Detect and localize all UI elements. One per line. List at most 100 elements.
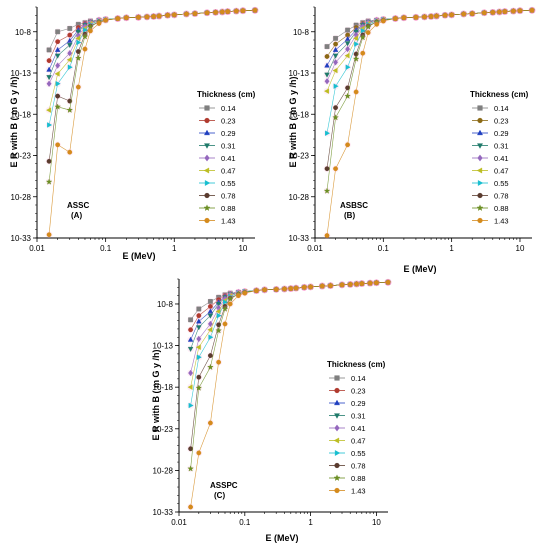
data-point bbox=[46, 80, 52, 87]
data-point bbox=[219, 9, 225, 15]
data-point bbox=[226, 295, 234, 302]
data-point bbox=[188, 369, 194, 377]
data-point bbox=[345, 64, 351, 70]
data-point bbox=[156, 13, 162, 19]
data-point bbox=[171, 12, 177, 18]
data-point bbox=[82, 46, 88, 52]
y-tick-label: 10-23 bbox=[153, 425, 174, 434]
y-axis-title: E R with B ( m G y /h) bbox=[9, 76, 19, 167]
data-point bbox=[323, 187, 331, 194]
data-point bbox=[123, 15, 129, 21]
data-point bbox=[461, 11, 467, 17]
data-point bbox=[293, 285, 299, 291]
data-point bbox=[344, 52, 350, 59]
x-tick-label: 1 bbox=[172, 244, 177, 253]
chart-panel: 0.01 0.1 1 10 10-33 10-28 10-23 10-18 10-13 10-8 E… bbox=[288, 6, 536, 274]
legend-marker bbox=[477, 117, 483, 124]
legend-label: 0.47 bbox=[494, 167, 509, 176]
legend-marker bbox=[477, 192, 483, 199]
y-tick-label: 10-18 bbox=[289, 110, 310, 119]
data-point bbox=[55, 39, 61, 45]
legend-marker bbox=[204, 180, 211, 186]
legend-marker bbox=[477, 129, 483, 136]
data-point bbox=[187, 346, 194, 352]
data-point bbox=[222, 321, 228, 327]
data-point bbox=[392, 16, 398, 21]
legend-label: 1.43 bbox=[221, 217, 236, 226]
panel-label-line: (C) bbox=[214, 491, 225, 500]
series-group bbox=[45, 6, 259, 239]
y-tick-label: 10-33 bbox=[153, 508, 174, 517]
legend-title: Thickness (cm) bbox=[197, 90, 256, 99]
panel-label-line: ASBSC bbox=[340, 201, 368, 210]
data-point bbox=[213, 9, 218, 15]
data-point bbox=[165, 12, 171, 18]
data-point bbox=[324, 44, 330, 49]
data-point bbox=[88, 28, 93, 34]
data-point bbox=[345, 85, 350, 91]
data-point bbox=[196, 335, 202, 343]
legend-label: 0.55 bbox=[494, 179, 509, 188]
panel-label-line: ASSC bbox=[67, 201, 89, 210]
legend-label: 0.88 bbox=[221, 204, 236, 213]
data-point bbox=[54, 53, 61, 59]
data-point bbox=[490, 9, 496, 15]
data-point bbox=[236, 293, 241, 299]
y-tick-label: 10-8 bbox=[157, 300, 174, 309]
data-point bbox=[83, 27, 89, 33]
data-point bbox=[188, 317, 193, 323]
data-point bbox=[207, 320, 213, 328]
data-point bbox=[332, 53, 339, 59]
data-point bbox=[242, 290, 248, 296]
panel-label-line: (A) bbox=[71, 211, 82, 220]
data-point bbox=[47, 122, 53, 128]
x-tick-label: 0.1 bbox=[100, 244, 112, 253]
data-point bbox=[207, 299, 213, 304]
data-point bbox=[195, 344, 201, 350]
data-point bbox=[75, 29, 82, 35]
y-axis-title: E R with B ( m G y /h) bbox=[151, 349, 161, 440]
legend-marker bbox=[477, 143, 483, 149]
data-point bbox=[46, 107, 52, 113]
x-tick-label: 0.01 bbox=[171, 518, 187, 527]
data-point bbox=[188, 402, 194, 409]
legend-label: 0.78 bbox=[221, 192, 236, 201]
y-tick-label: 10-8 bbox=[15, 28, 32, 37]
panel-label-line: (B) bbox=[344, 211, 355, 220]
panel-label: ASSC (A) bbox=[67, 201, 89, 220]
legend-label: 0.29 bbox=[221, 129, 236, 138]
data-point bbox=[75, 35, 81, 42]
data-point bbox=[81, 33, 89, 40]
data-point bbox=[66, 37, 73, 43]
y-tick-label: 10-18 bbox=[153, 383, 174, 392]
data-point bbox=[208, 334, 214, 341]
data-point bbox=[188, 504, 193, 510]
data-point bbox=[374, 280, 379, 286]
data-point bbox=[353, 89, 359, 95]
legend-marker bbox=[334, 424, 340, 432]
legend-label: 0.88 bbox=[351, 474, 366, 483]
data-point bbox=[55, 93, 61, 99]
data-point bbox=[273, 287, 279, 292]
data-point bbox=[196, 325, 202, 331]
data-point bbox=[75, 54, 82, 61]
data-point bbox=[319, 283, 325, 289]
y-tick-label: 10-8 bbox=[293, 28, 310, 37]
y-axis-title: E R with B ( m G y /h) bbox=[288, 76, 298, 167]
data-point bbox=[45, 178, 53, 185]
y-tick-label: 10-23 bbox=[289, 152, 310, 161]
data-point bbox=[188, 327, 193, 333]
legend-label: 0.41 bbox=[351, 424, 366, 433]
data-point bbox=[422, 14, 427, 20]
data-point bbox=[344, 41, 351, 47]
data-point bbox=[323, 88, 329, 94]
y-tick-label: 10-28 bbox=[11, 193, 32, 202]
data-point bbox=[187, 465, 194, 472]
data-point bbox=[233, 8, 239, 14]
data-point bbox=[223, 299, 229, 306]
data-point bbox=[481, 10, 487, 16]
legend-marker bbox=[204, 117, 210, 124]
legend-marker bbox=[204, 192, 210, 199]
data-point bbox=[46, 58, 52, 64]
data-point bbox=[301, 284, 307, 290]
